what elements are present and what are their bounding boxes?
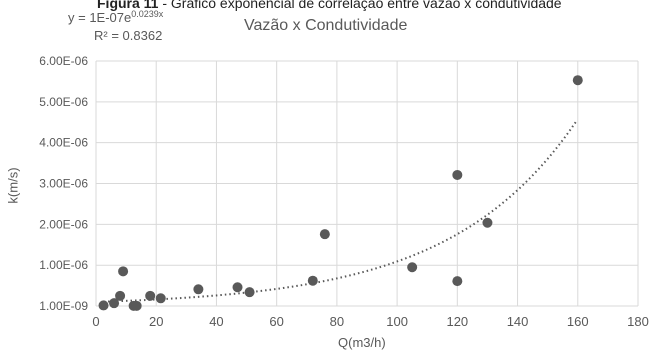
y-tick-labels: 1.00E-09 1.00E-06 2.00E-06 3.00E-06 4.00E-06… [39,54,88,313]
x-tick-label: 0 [92,314,99,329]
data-point [131,300,142,311]
data-point [145,290,156,301]
y-tick-label: 2.00E-06 [39,217,88,231]
figure-caption-text: - Gráfico exponencial de correlação entr… [158,0,562,11]
x-tick-label: 20 [149,314,163,329]
data-point [319,229,330,240]
x-tick-label: 60 [269,314,283,329]
data-point [244,287,255,298]
data-point [482,217,493,228]
data-point [452,276,463,287]
trendline-r-squared: R² = 0.8362 [94,28,163,43]
x-tick-label: 160 [567,314,589,329]
y-tick-label: 1.00E-09 [39,299,88,313]
gridlines [95,60,639,307]
x-tick-label: 180 [627,314,649,329]
y-tick-label: 3.00E-06 [39,177,88,191]
data-point [155,293,166,304]
trendline-equation-base: y = 1E-07e [68,10,132,25]
data-point [232,282,243,293]
data-point [98,300,109,311]
data-point [109,298,120,309]
data-point [118,266,129,277]
trendline-equation-exponent: 0.0239x [131,9,164,19]
x-axis-title: Q(m3/h) [338,335,386,350]
y-tick-label: 4.00E-06 [39,136,88,150]
data-point [572,75,583,86]
x-tick-label: 140 [507,314,529,329]
y-axis-title: k(m/s) [5,167,21,204]
data-point [115,290,126,301]
x-tick-label: 80 [330,314,344,329]
y-tick-label: 1.00E-06 [39,258,88,272]
exponential-trendline [103,120,578,303]
data-points [98,75,583,311]
data-point [452,169,463,180]
trendline-equation: y = 1E-07e0.0239x [68,9,164,26]
data-point [307,275,318,286]
data-point [407,262,418,273]
x-tick-labels: 0 20 40 60 80 100 120 140 160 180 [92,314,648,329]
x-tick-label: 40 [209,314,223,329]
x-tick-label: 100 [386,314,408,329]
figure-caption-label: Figura 11 [97,0,159,11]
y-tick-label: 6.00E-06 [39,54,88,68]
data-point [193,284,204,295]
chart-title: Vazão x Condutividade [244,17,408,34]
x-tick-label: 120 [446,314,468,329]
y-tick-label: 5.00E-06 [39,95,88,109]
figure-caption: Figura 11 - Gráfico exponencial de corre… [97,0,562,11]
